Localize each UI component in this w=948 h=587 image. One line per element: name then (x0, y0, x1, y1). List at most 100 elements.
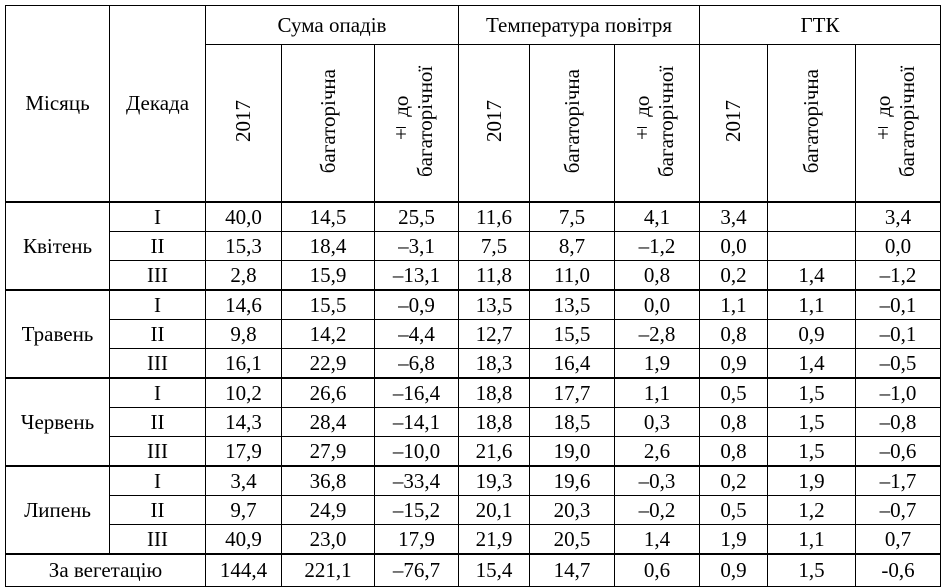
value-cell: 17,7 (529, 377, 615, 408)
value-cell: 1,1 (614, 377, 700, 408)
total-value-cell: -0,6 (855, 553, 941, 587)
value-cell: –0,6 (855, 436, 941, 467)
total-value-cell: 0,6 (614, 553, 700, 587)
value-cell: –0,3 (614, 465, 700, 496)
value-cell: 1,5 (767, 407, 856, 437)
value-cell: 15,9 (281, 260, 375, 291)
value-cell: 20,3 (529, 495, 615, 525)
sub-header-2017: 2017 (699, 44, 768, 203)
value-cell: 15,3 (205, 231, 282, 261)
table-row: III 16,1 22,9 –6,8 18,3 16,4 1,9 0,9 1,4 –0,5 (6, 348, 941, 379)
decade-cell: I (109, 201, 206, 232)
value-cell: 20,1 (458, 495, 530, 525)
value-cell: 25,5 (374, 201, 459, 232)
decade-cell: II (109, 319, 206, 349)
value-cell: –10,0 (374, 436, 459, 467)
value-cell: 0,5 (699, 377, 768, 408)
value-cell: 11,8 (458, 260, 530, 291)
value-cell: 1,9 (699, 524, 768, 555)
climate-table-container: Місяць Декада Сума опадів Температура по… (5, 5, 941, 587)
value-cell: 0,2 (699, 465, 768, 496)
sub-header-2017: 2017 (458, 44, 530, 203)
sub-header-deviation: ± до багаторічної (374, 44, 459, 203)
table-row: Липень I 3,4 36,8 –33,4 19,3 19,6 –0,3 0,2 1,9 –1,… (5, 465, 941, 555)
value-cell: 36,8 (281, 465, 375, 496)
value-cell: 3,4 (205, 465, 282, 496)
table-row: Квітень I 40,0 14,5 25,5 11,6 7,5 4,1 3,4 3,4 (5, 201, 941, 291)
value-cell: 21,9 (458, 524, 530, 555)
value-cell: 14,6 (205, 289, 282, 320)
value-cell: 7,5 (529, 201, 615, 232)
value-cell: 26,6 (281, 377, 375, 408)
value-cell: 0,7 (855, 524, 941, 555)
value-cell: –33,4 (374, 465, 459, 496)
value-cell: 1,4 (767, 260, 856, 291)
total-value-cell: 14,7 (529, 553, 615, 587)
value-cell: –0,8 (855, 407, 941, 437)
header-precipitation: Сума опадів (205, 5, 459, 45)
header-row-sub: 2017 багаторічна ± до багаторічної 2017 … (6, 44, 941, 203)
value-cell: 18,3 (458, 348, 530, 379)
value-cell: 21,6 (458, 436, 530, 467)
sub-header-longterm: багаторічна (281, 44, 375, 203)
value-cell: 3,4 (855, 201, 941, 232)
value-cell: 11,0 (529, 260, 615, 291)
month-cell: Квітень (5, 201, 110, 291)
value-cell: 0,3 (614, 407, 700, 437)
value-cell: 17,9 (205, 436, 282, 467)
sub-header-deviation: ± до багаторічної (614, 44, 700, 203)
month-cell: Червень (5, 377, 110, 467)
value-cell: 14,5 (281, 201, 375, 232)
value-cell: 10,2 (205, 377, 282, 408)
value-cell: –16,4 (374, 377, 459, 408)
value-cell: –15,2 (374, 495, 459, 525)
value-cell: 16,1 (205, 348, 282, 379)
climate-data-table: Місяць Декада Сума опадів Температура по… (5, 5, 941, 587)
table-row: Травень I 14,6 15,5 –0,9 13,5 13,5 0,0 1,1 1,1 –0,… (5, 289, 941, 379)
value-cell: 15,5 (529, 319, 615, 349)
value-cell: –0,5 (855, 348, 941, 379)
header-htc: ГТК (699, 5, 941, 45)
sub-header-2017: 2017 (205, 44, 282, 203)
value-cell: 14,3 (205, 407, 282, 437)
total-value-cell: 0,9 (699, 553, 768, 587)
value-cell: 40,0 (205, 201, 282, 232)
total-row: За вегетацію 144,4 221,1 –76,7 15,4 14,7 0,6 0,… (5, 553, 941, 587)
value-cell: 1,1 (699, 289, 768, 320)
value-cell: 2,6 (614, 436, 700, 467)
value-cell: 0,8 (699, 407, 768, 437)
total-value-cell: 15,4 (458, 553, 530, 587)
value-cell: 11,6 (458, 201, 530, 232)
value-cell: 20,5 (529, 524, 615, 555)
value-cell: –0,1 (855, 289, 941, 320)
value-cell: 9,8 (205, 319, 282, 349)
value-cell: 1,9 (767, 465, 856, 496)
sub-header-deviation: ± до багаторічної (855, 44, 941, 203)
value-cell: 18,4 (281, 231, 375, 261)
value-cell: 40,9 (205, 524, 282, 555)
value-cell: 0,9 (699, 348, 768, 379)
value-cell: –1,7 (855, 465, 941, 496)
value-cell: 19,6 (529, 465, 615, 496)
value-cell: 17,9 (374, 524, 459, 555)
month-cell: Липень (5, 465, 110, 555)
value-cell: –2,8 (614, 319, 700, 349)
value-cell: 0,8 (699, 436, 768, 467)
value-cell: 18,5 (529, 407, 615, 437)
value-cell: 1,4 (614, 524, 700, 555)
value-cell: 16,4 (529, 348, 615, 379)
sub-header-longterm: багаторічна (529, 44, 615, 203)
value-cell: 0,0 (614, 289, 700, 320)
value-cell: 0,8 (699, 319, 768, 349)
value-cell: 1,9 (614, 348, 700, 379)
value-cell: 12,7 (458, 319, 530, 349)
value-cell: –0,7 (855, 495, 941, 525)
value-cell: 18,8 (458, 377, 530, 408)
header-decade: Декада (109, 5, 206, 203)
decade-cell: III (109, 348, 206, 379)
value-cell: 13,5 (529, 289, 615, 320)
value-cell: 19,3 (458, 465, 530, 496)
decade-cell: II (109, 407, 206, 437)
value-cell: 15,5 (281, 289, 375, 320)
total-value-cell: 1,5 (767, 553, 856, 587)
